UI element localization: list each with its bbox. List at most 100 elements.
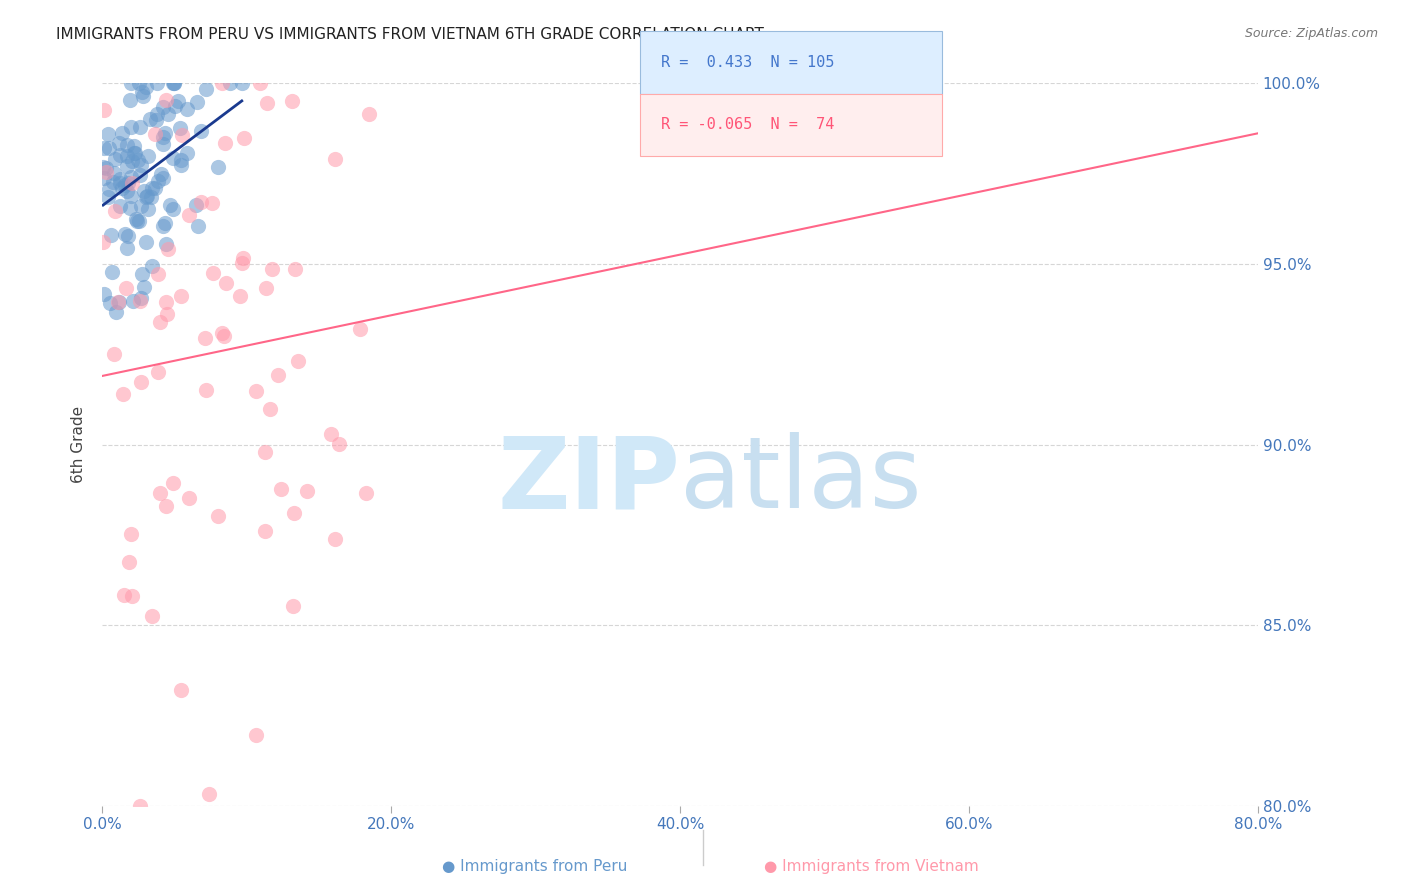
Point <box>134 185 156 199</box>
Point <box>108 199 131 213</box>
Point <box>125 213 148 227</box>
Point <box>111 126 134 140</box>
Point <box>148 267 170 281</box>
Point <box>91 235 114 249</box>
Point <box>325 152 347 166</box>
Text: atlas: atlas <box>681 432 922 529</box>
Point <box>194 331 217 345</box>
Point <box>156 107 179 121</box>
Point <box>172 128 194 142</box>
Point <box>201 265 224 279</box>
Point <box>152 130 174 145</box>
Point <box>190 194 212 209</box>
Point <box>287 354 309 368</box>
Point <box>100 227 122 242</box>
Text: Source: ZipAtlas.com: Source: ZipAtlas.com <box>1244 27 1378 40</box>
Point <box>284 261 307 276</box>
Point <box>111 181 134 195</box>
Point <box>139 112 162 126</box>
Point <box>169 120 191 135</box>
Point <box>254 281 277 295</box>
Point <box>135 80 157 95</box>
Point <box>128 169 150 183</box>
Point <box>254 445 277 459</box>
Text: R = -0.065  N =  74: R = -0.065 N = 74 <box>661 118 834 132</box>
Point <box>245 384 267 399</box>
Point <box>162 77 184 91</box>
Point <box>107 295 129 310</box>
Point <box>321 427 343 442</box>
Point <box>139 190 162 204</box>
Point <box>177 491 200 505</box>
Point <box>132 88 155 103</box>
Text: IMMIGRANTS FROM PERU VS IMMIGRANTS FROM VIETNAM 6TH GRADE CORRELATION CHART: IMMIGRANTS FROM PERU VS IMMIGRANTS FROM … <box>56 27 763 42</box>
Point <box>141 609 163 624</box>
Point <box>136 202 159 216</box>
Point <box>146 174 169 188</box>
Point <box>93 170 115 185</box>
Point <box>254 524 277 538</box>
Point <box>194 81 217 95</box>
Point <box>157 242 180 256</box>
Point <box>184 197 207 211</box>
Point <box>146 365 169 379</box>
Point <box>135 190 157 204</box>
Point <box>114 227 136 241</box>
Point <box>125 212 148 227</box>
Text: ● Immigrants from Vietnam: ● Immigrants from Vietnam <box>765 859 979 874</box>
Point <box>98 141 121 155</box>
Point <box>136 149 159 163</box>
Point <box>97 189 120 203</box>
Point <box>297 484 319 499</box>
Point <box>107 295 129 310</box>
Point <box>103 175 125 189</box>
Point <box>354 486 377 500</box>
Point <box>135 188 157 202</box>
Point <box>152 219 174 233</box>
Point <box>155 236 177 251</box>
Point <box>124 145 146 160</box>
Point <box>115 241 138 255</box>
Y-axis label: 6th Grade: 6th Grade <box>72 406 86 483</box>
Point <box>98 296 121 310</box>
Point <box>323 532 346 546</box>
Point <box>115 149 138 163</box>
Point <box>131 267 153 281</box>
Point <box>97 127 120 141</box>
Point <box>101 265 124 279</box>
Point <box>104 152 127 166</box>
Point <box>190 124 212 138</box>
Point <box>357 106 380 120</box>
Point <box>231 256 253 270</box>
Point <box>149 315 172 329</box>
Point <box>120 120 142 135</box>
Point <box>120 201 142 215</box>
Point <box>121 589 143 603</box>
Point <box>156 307 179 321</box>
Point <box>97 182 120 196</box>
Point <box>91 161 114 175</box>
Point <box>162 77 184 91</box>
Point <box>162 475 184 490</box>
Point <box>270 482 292 496</box>
Point <box>232 251 254 265</box>
Point <box>179 208 201 222</box>
Point <box>131 158 153 172</box>
Point <box>159 198 181 212</box>
Point <box>186 95 208 109</box>
Point <box>128 120 150 135</box>
Point <box>201 195 224 210</box>
Point <box>163 99 186 113</box>
Point <box>115 137 138 152</box>
Point <box>103 166 125 180</box>
Point <box>170 683 193 698</box>
Point <box>281 599 304 614</box>
Point <box>231 77 253 91</box>
Point <box>127 153 149 167</box>
Point <box>146 77 169 91</box>
Point <box>245 728 267 742</box>
Point <box>117 229 139 244</box>
Point <box>110 172 132 186</box>
Text: ● Immigrants from Peru: ● Immigrants from Peru <box>441 859 627 874</box>
Point <box>129 798 152 813</box>
